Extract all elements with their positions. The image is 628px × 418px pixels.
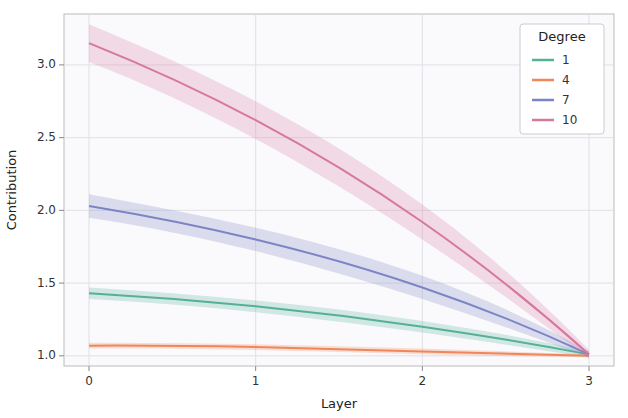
x-tick [589, 366, 590, 371]
y-tick-label: 2.0 [37, 203, 56, 217]
y-tick-label: 1.5 [37, 276, 56, 290]
x-tick [422, 366, 423, 371]
x-grid-line [255, 14, 256, 366]
y-tick-label: 1.0 [37, 348, 56, 362]
y-tick [59, 355, 64, 356]
legend-swatch [532, 119, 554, 122]
x-grid-line [89, 14, 90, 366]
x-tick-label: 2 [419, 374, 427, 388]
legend-box [520, 24, 604, 134]
y-grid-line [64, 137, 614, 138]
x-tick-label: 1 [252, 374, 260, 388]
x-grid-line [422, 14, 423, 366]
y-axis-label: Contribution [4, 150, 19, 231]
x-tick-label: 3 [585, 374, 593, 388]
error-band [89, 194, 589, 357]
plot-frame [64, 14, 614, 366]
y-tick-label: 2.5 [37, 130, 56, 144]
x-tick [89, 366, 90, 371]
series-line [89, 346, 589, 356]
legend-swatch [532, 79, 554, 82]
error-band [89, 24, 589, 359]
y-tick [59, 210, 64, 211]
x-tick [255, 366, 256, 371]
legend-label: 10 [562, 113, 577, 127]
y-tick [59, 283, 64, 284]
legend: Degree 1 4 7 10 [520, 24, 604, 134]
error-band [89, 343, 589, 358]
grid [64, 14, 614, 366]
series-line [89, 43, 589, 354]
y-tick [59, 137, 64, 138]
x-tick-label: 0 [85, 374, 93, 388]
data-layer [89, 24, 589, 359]
legend-label: 7 [562, 93, 570, 107]
legend-swatch [532, 59, 554, 62]
y-tick [59, 64, 64, 65]
legend-label: 4 [562, 73, 570, 87]
y-grid-line [64, 283, 614, 284]
chart: 1.0 1.5 2.0 2.5 3.0 0 1 2 3 Layer Contribution Degr… [0, 0, 628, 418]
x-axis-label: Layer [321, 396, 358, 411]
legend-title: Degree [538, 29, 585, 44]
legend-label: 1 [562, 53, 570, 67]
y-tick-label: 3.0 [37, 57, 56, 71]
legend-swatch [532, 99, 554, 102]
